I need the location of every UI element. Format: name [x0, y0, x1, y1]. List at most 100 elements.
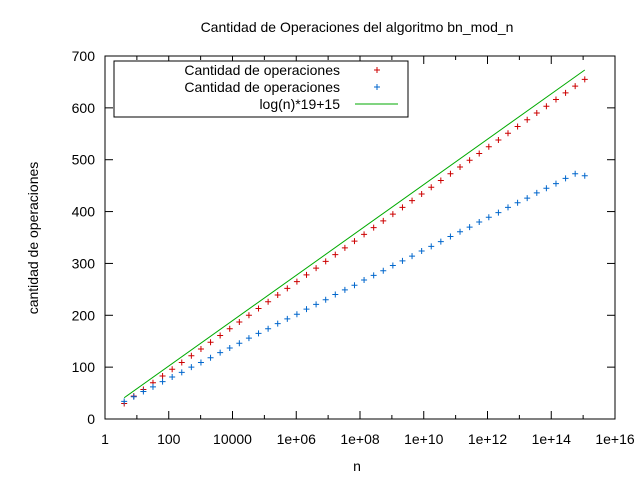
y-tick-label: 100: [72, 359, 96, 375]
data-point: [543, 185, 550, 192]
data-point: [303, 306, 310, 313]
data-point: [361, 231, 368, 238]
data-point: [130, 393, 137, 400]
data-point: [236, 340, 243, 347]
data-point: [533, 110, 540, 117]
data-point: [581, 76, 588, 83]
data-point: [197, 359, 204, 366]
data-point: [514, 199, 521, 206]
x-tick-label: 100: [157, 431, 181, 447]
data-point: [457, 163, 464, 170]
fit-line: [123, 69, 586, 399]
y-tick-label: 300: [72, 255, 96, 271]
data-point: [572, 170, 579, 177]
data-point: [370, 272, 377, 279]
series-1: [121, 76, 588, 407]
data-point: [178, 359, 185, 366]
data-point: [524, 116, 531, 123]
data-point: [533, 189, 540, 196]
data-point: [466, 157, 473, 164]
data-point: [514, 123, 521, 130]
data-point: [418, 190, 425, 197]
data-point: [140, 388, 147, 395]
data-point: [552, 96, 559, 103]
data-point: [380, 267, 387, 274]
legend-swatch: [374, 84, 380, 90]
data-point: [543, 103, 550, 110]
data-point: [303, 271, 310, 278]
y-axis: 0 100 200 300 400 500 600 700: [72, 48, 615, 427]
series-layer: [121, 69, 588, 407]
x-tick-label: 1e+16: [595, 431, 635, 447]
data-point: [409, 253, 416, 260]
data-point: [293, 311, 300, 318]
series-3: [123, 69, 586, 399]
data-point: [418, 247, 425, 254]
x-tick-label: 1e+14: [532, 431, 572, 447]
x-axis-label: n: [353, 458, 361, 474]
data-point: [313, 265, 320, 272]
data-point: [476, 150, 483, 157]
data-point: [255, 305, 262, 312]
data-point: [245, 335, 252, 342]
data-point: [217, 349, 224, 356]
data-point: [274, 292, 281, 299]
data-point: [284, 285, 291, 292]
data-point: [332, 291, 339, 298]
y-axis-label: cantidad de operaciones: [25, 162, 41, 315]
data-point: [159, 372, 166, 379]
data-point: [505, 204, 512, 211]
data-point: [188, 364, 195, 371]
data-point: [466, 224, 473, 231]
data-point: [581, 172, 588, 179]
data-point: [236, 319, 243, 326]
data-point: [562, 175, 569, 182]
y-tick-label: 500: [72, 152, 96, 168]
data-point: [341, 286, 348, 293]
y-tick-label: 200: [72, 307, 96, 323]
data-point: [121, 398, 128, 405]
legend-label: Cantidad de operaciones: [184, 62, 340, 78]
data-point: [197, 345, 204, 352]
data-point: [495, 137, 502, 144]
y-tick-label: 0: [87, 411, 95, 427]
data-point: [226, 325, 233, 332]
data-point: [389, 211, 396, 218]
x-tick-label: 1e+10: [404, 431, 444, 447]
data-point: [149, 383, 156, 390]
data-point: [284, 315, 291, 322]
data-point: [351, 282, 358, 289]
data-point: [313, 301, 320, 308]
data-point: [428, 184, 435, 191]
legend-swatch: [374, 67, 380, 73]
data-point: [226, 344, 233, 351]
data-point: [265, 325, 272, 332]
data-point: [389, 262, 396, 269]
legend-label: Cantidad de operaciones: [184, 79, 340, 95]
data-point: [169, 366, 176, 373]
data-point: [322, 258, 329, 265]
chart-title: Cantidad de Operaciones del algoritmo bn…: [201, 19, 514, 35]
data-point: [274, 320, 281, 327]
data-point: [207, 339, 214, 346]
data-point: [332, 251, 339, 258]
data-point: [485, 214, 492, 221]
y-tick-label: 600: [72, 100, 96, 116]
data-point: [351, 238, 358, 245]
data-point: [265, 298, 272, 305]
y-tick-label: 700: [72, 48, 96, 64]
data-point: [505, 130, 512, 137]
data-point: [178, 369, 185, 376]
legend-label: log(n)*19+15: [259, 96, 340, 112]
x-tick-label: 1e+12: [468, 431, 508, 447]
data-point: [169, 373, 176, 380]
y-tick-label: 400: [72, 204, 96, 220]
data-point: [524, 195, 531, 202]
data-point: [399, 257, 406, 264]
data-point: [245, 312, 252, 319]
data-point: [476, 218, 483, 225]
data-point: [399, 204, 406, 211]
data-point: [370, 224, 377, 231]
data-point: [437, 238, 444, 245]
